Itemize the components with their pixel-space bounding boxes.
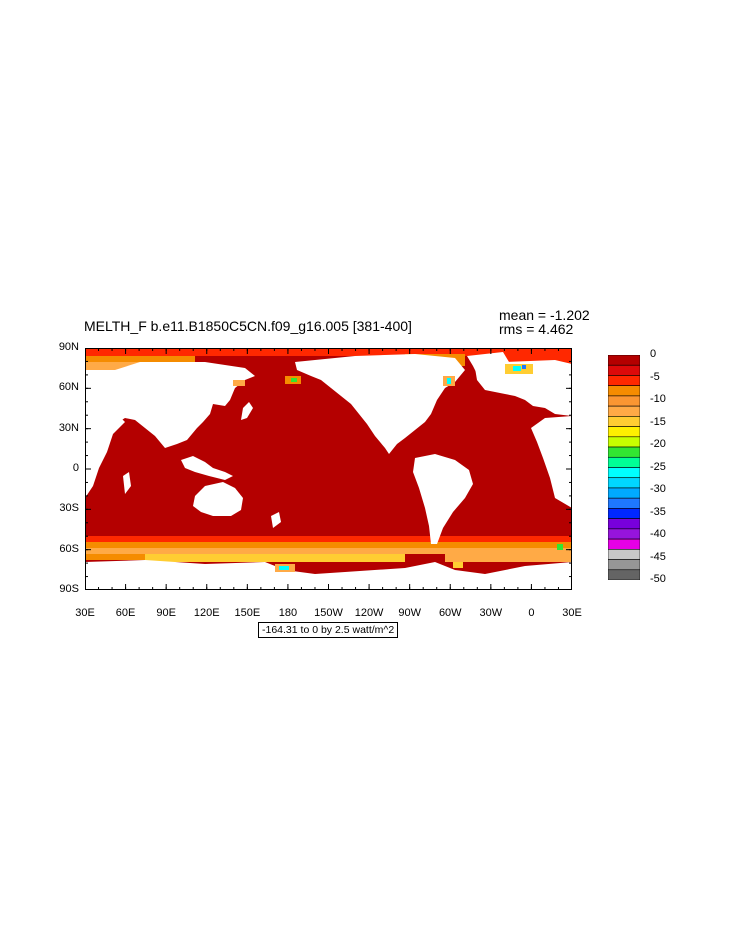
y-tick-label: 60S xyxy=(59,542,79,555)
colorbar-label: -25 xyxy=(650,460,666,473)
madagascar xyxy=(123,472,131,494)
colorbar-box xyxy=(608,426,640,438)
colorbar-box xyxy=(608,395,640,407)
colorbar xyxy=(608,355,640,580)
x-tick-label: 150W xyxy=(314,607,343,619)
y-tick-label: 90N xyxy=(58,341,79,353)
map-plot xyxy=(85,348,572,590)
colorbar-label: -40 xyxy=(650,528,666,540)
rms-value: rms = 4.462 xyxy=(499,321,574,337)
colorbar-box xyxy=(608,456,640,468)
colorbar-label: -30 xyxy=(650,483,666,495)
colorbar-label: -45 xyxy=(650,550,666,563)
x-tick-label: 60E xyxy=(115,607,136,619)
africa-east-landmass xyxy=(531,416,572,508)
x-tick-label: 30E xyxy=(75,607,95,619)
colorbar-box xyxy=(608,436,640,448)
colorbar-label: -5 xyxy=(650,370,660,383)
x-tick-label: 90W xyxy=(398,607,421,619)
colorbar-box xyxy=(608,559,640,571)
colorbar-box xyxy=(608,446,640,458)
eurasia-landmass xyxy=(85,362,255,448)
x-tick-label: 60W xyxy=(438,607,462,619)
x-tick-label: 90E xyxy=(156,607,176,619)
colorbar-box xyxy=(608,497,640,509)
y-tick-label: 30N xyxy=(58,421,79,434)
y-tick-label: 60N xyxy=(58,381,79,394)
antarctica-landmass xyxy=(85,560,572,590)
axis-tick-marks xyxy=(85,348,572,590)
y-tick-label: 30S xyxy=(59,502,79,515)
japan xyxy=(241,402,253,420)
colorbar-box xyxy=(608,477,640,489)
colorbar-box xyxy=(608,385,640,397)
y-tick-label: 90S xyxy=(59,583,79,595)
x-tick-label: 120E xyxy=(193,607,220,619)
contour-range-label: -164.31 to 0 by 2.5 watt/m^2 xyxy=(258,622,399,638)
colorbar-box xyxy=(608,538,640,550)
colorbar-box xyxy=(608,487,640,499)
colorbar-box xyxy=(608,549,640,560)
colorbar-box xyxy=(608,355,640,366)
new-zealand xyxy=(271,512,281,528)
australia-landmass xyxy=(193,482,243,516)
x-tick-label: 180 xyxy=(278,607,298,619)
colorbar-box xyxy=(608,364,640,376)
greenland-landmass xyxy=(467,352,509,386)
colorbar-box xyxy=(608,508,640,519)
melt-hotspots xyxy=(233,364,563,572)
x-tick-label: 30W xyxy=(479,607,503,619)
mean-value: mean = -1.202 xyxy=(499,307,590,323)
colorbar-box xyxy=(608,569,640,580)
x-tick-label: 120W xyxy=(354,607,384,619)
antarctic-ice-band xyxy=(85,536,572,562)
colorbar-label: -20 xyxy=(650,438,666,450)
maritime-continent xyxy=(181,456,233,480)
y-tick-label: 0 xyxy=(72,462,79,474)
colorbar-box xyxy=(608,416,640,427)
colorbar-label: -15 xyxy=(650,415,666,428)
colorbar-label: -50 xyxy=(650,573,666,585)
x-tick-label: 0 xyxy=(528,607,535,619)
north-america-landmass xyxy=(295,354,465,454)
colorbar-box xyxy=(608,375,640,386)
x-tick-label: 150E xyxy=(234,607,261,619)
plot-title: MELTH_F b.e11.B1850C5CN.f09_g16.005 [381… xyxy=(84,318,412,334)
colorbar-box xyxy=(608,528,640,540)
colorbar-label: 0 xyxy=(650,348,657,360)
south-america-landmass xyxy=(413,454,473,544)
colorbar-box xyxy=(608,467,640,479)
colorbar-box xyxy=(608,518,640,530)
colorbar-label: -35 xyxy=(650,505,666,518)
africa-landmass xyxy=(85,412,125,498)
x-tick-label: 30E xyxy=(562,607,582,619)
colorbar-box xyxy=(608,405,640,417)
colorbar-label: -10 xyxy=(650,393,666,405)
